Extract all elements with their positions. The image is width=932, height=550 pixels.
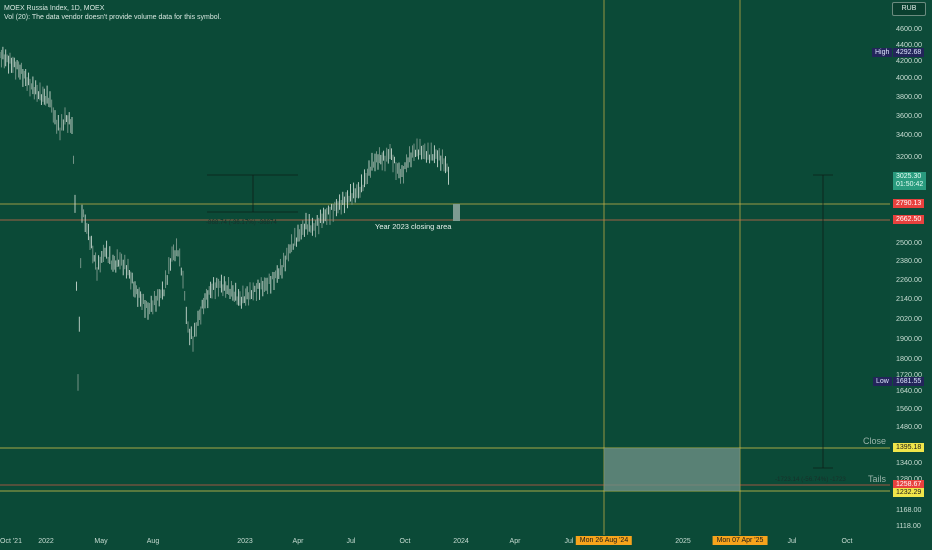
high-value-badge: 4292.68 <box>893 48 925 57</box>
volume-note: Vol (20): The data vendor doesn't provid… <box>4 14 222 21</box>
year-closing-label: Year 2023 closing area <box>375 222 452 231</box>
y-tick: 3800.00 <box>896 92 922 101</box>
y-tick: 3200.00 <box>896 152 922 161</box>
x-tick: 2025 <box>675 538 691 545</box>
y-tick: 4600.00 <box>896 24 922 33</box>
x-tick: Oct <box>399 538 411 545</box>
candlestick-series <box>0 46 449 391</box>
y-tick: 2140.00 <box>896 294 922 303</box>
currency-selector[interactable]: RUB <box>892 2 926 16</box>
y-tick: 1560.00 <box>896 404 922 413</box>
y-tick: 1720.00 <box>896 370 922 379</box>
x-tick: Apr <box>509 538 521 545</box>
chart-title[interactable]: MOEX Russia Index, 1D, MOEX <box>4 5 105 12</box>
y-tick: 1280.00 <box>896 474 922 483</box>
x-tick: 2024 <box>453 538 469 545</box>
year-closing-box <box>453 204 460 221</box>
y-tick: 1168.00 <box>896 505 922 514</box>
x-tick: May <box>94 538 108 545</box>
y-tick: 4200.00 <box>896 56 922 65</box>
last-price-badge: 3025.30 01:50:42 <box>893 172 927 190</box>
bottom-value-badge: 1232.29 <box>893 488 925 497</box>
y-tick: 1340.00 <box>896 458 922 467</box>
low-value-badge: 1681.55 <box>893 377 925 386</box>
x-tick: Oct <box>841 538 853 545</box>
y-tick: 2500.00 <box>896 238 922 247</box>
measure-1-label: -868.74 (-36.17%) -36874 <box>206 219 277 226</box>
y-tick: 1800.00 <box>896 354 922 363</box>
y-tick: 1900.00 <box>896 334 922 343</box>
x-tick: Jul <box>787 538 797 545</box>
measure-2-label: -1723.14 (-56.74%) -1723 <box>775 476 846 483</box>
high-label: High <box>872 48 893 57</box>
y-tick: 2260.00 <box>896 275 922 284</box>
y-tick: 2020.00 <box>896 314 922 323</box>
close-value-badge: 1395.18 <box>893 443 925 452</box>
x-tick: 2022 <box>38 538 54 545</box>
x-tick: Mon 26 Aug '24 <box>575 536 633 545</box>
close-label: Close <box>863 436 887 446</box>
x-tick: Oct '21 <box>0 538 22 545</box>
tails-label: Tails <box>868 474 887 484</box>
y-tick: 3400.00 <box>896 130 922 139</box>
tail-value-badge: 1258.67 <box>893 480 925 489</box>
x-tick: Mon 07 Apr '25 <box>712 536 768 545</box>
y-tick: 1118.00 <box>896 521 921 530</box>
x-tick: Aug <box>146 538 160 545</box>
y-tick: 4000.00 <box>896 73 922 82</box>
y-tick: 1640.00 <box>896 386 922 395</box>
y-tick: 2380.00 <box>896 256 922 265</box>
level-2790-badge: 2790.13 <box>893 199 925 208</box>
level-2662-badge: 2662.50 <box>893 215 925 224</box>
projection-box <box>604 448 740 491</box>
measure-tool-2 <box>813 174 833 469</box>
measure-tool-1 <box>207 174 298 213</box>
y-tick: 4400.00 <box>896 40 922 49</box>
last-price: 3025.30 <box>896 173 922 180</box>
x-tick: 2023 <box>237 538 253 545</box>
x-tick: Apr <box>292 538 304 545</box>
x-tick: Jul <box>564 538 574 545</box>
y-tick: 1480.00 <box>896 422 922 431</box>
countdown: 01:50:42 <box>896 181 924 188</box>
x-tick: Jul <box>346 538 356 545</box>
y-tick: 3600.00 <box>896 111 922 120</box>
low-label: Low <box>873 377 892 386</box>
